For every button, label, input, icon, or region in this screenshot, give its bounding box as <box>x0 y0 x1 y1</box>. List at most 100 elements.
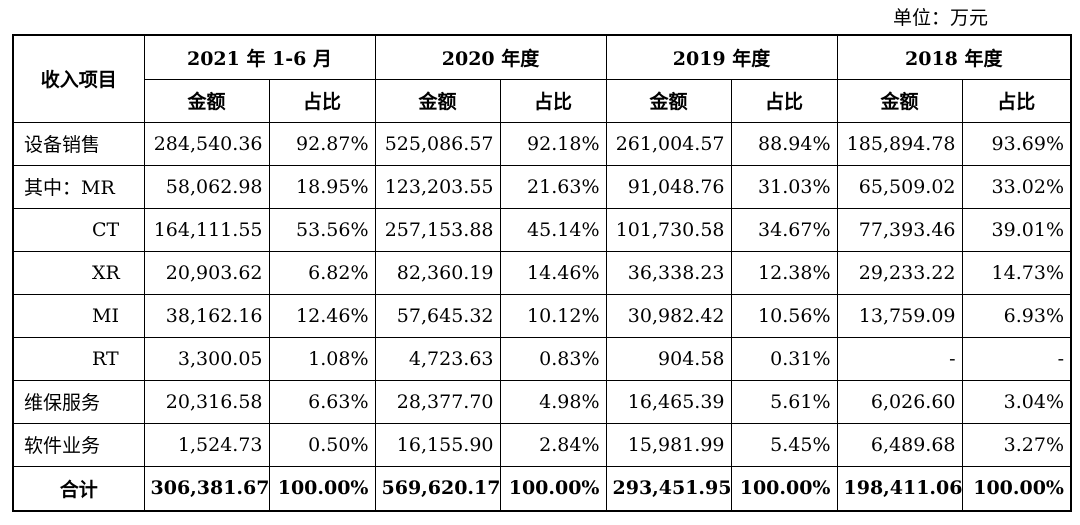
header-period-2019: 2019 年度 <box>605 34 838 80</box>
cell-value: 33.02% <box>961 164 1072 209</box>
cell-value: 45.14% <box>499 207 607 252</box>
header-revenue-item: 收入项目 <box>12 34 145 123</box>
row-label: RT <box>12 336 145 381</box>
cell-value: - <box>836 336 963 381</box>
cell-value: 3,300.05 <box>143 336 270 381</box>
total-row: 合计 306,381.67 100.00% 569,620.17 100.00%… <box>12 465 1072 512</box>
header-ratio: 占比 <box>499 78 607 123</box>
cell-value: 5.45% <box>730 422 838 467</box>
table-row: XR 20,903.62 6.82% 82,360.19 14.46% 36,3… <box>12 250 1072 295</box>
row-label: 设备销售 <box>12 121 145 166</box>
header-ratio: 占比 <box>961 78 1072 123</box>
total-value: 100.00% <box>730 465 838 512</box>
cell-value: 93.69% <box>961 121 1072 166</box>
cell-value: 92.87% <box>268 121 376 166</box>
cell-value: 14.46% <box>499 250 607 295</box>
row-label: MI <box>12 293 145 338</box>
revenue-table: 收入项目 2021 年 1-6 月 2020 年度 2019 年度 2018 年… <box>12 34 1072 512</box>
total-label: 合计 <box>12 465 145 512</box>
total-value: 569,620.17 <box>374 465 501 512</box>
cell-value: 21.63% <box>499 164 607 209</box>
total-value: 293,451.95 <box>605 465 732 512</box>
cell-value: 6.82% <box>268 250 376 295</box>
cell-value: 15,981.99 <box>605 422 732 467</box>
table-row: 设备销售 284,540.36 92.87% 525,086.57 92.18%… <box>12 121 1072 166</box>
cell-value: 31.03% <box>730 164 838 209</box>
cell-value: 284,540.36 <box>143 121 270 166</box>
cell-value: 4,723.63 <box>374 336 501 381</box>
row-label: 其中：MR <box>12 164 145 209</box>
row-label: 维保服务 <box>12 379 145 424</box>
cell-value: 88.94% <box>730 121 838 166</box>
cell-value: 29,233.22 <box>836 250 963 295</box>
header-period-2021h1: 2021 年 1-6 月 <box>143 34 376 80</box>
header-period-2020: 2020 年度 <box>374 34 607 80</box>
cell-value: 0.83% <box>499 336 607 381</box>
header-ratio: 占比 <box>730 78 838 123</box>
total-value: 100.00% <box>268 465 376 512</box>
header-amount: 金额 <box>143 78 270 123</box>
header-row-periods: 收入项目 2021 年 1-6 月 2020 年度 2019 年度 2018 年… <box>12 34 1072 123</box>
header-amount: 金额 <box>605 78 732 123</box>
cell-value: 101,730.58 <box>605 207 732 252</box>
cell-value: 6.93% <box>961 293 1072 338</box>
cell-value: 10.12% <box>499 293 607 338</box>
cell-value: 12.38% <box>730 250 838 295</box>
cell-value: 123,203.55 <box>374 164 501 209</box>
cell-value: 53.56% <box>268 207 376 252</box>
cell-value: 65,509.02 <box>836 164 963 209</box>
cell-value: 185,894.78 <box>836 121 963 166</box>
header-period-2018: 2018 年度 <box>836 34 1072 80</box>
table-row: MI 38,162.16 12.46% 57,645.32 10.12% 30,… <box>12 293 1072 338</box>
header-amount: 金额 <box>374 78 501 123</box>
header-amount: 金额 <box>836 78 963 123</box>
cell-value: 4.98% <box>499 379 607 424</box>
cell-value: 34.67% <box>730 207 838 252</box>
cell-value: 3.04% <box>961 379 1072 424</box>
cell-value: 5.61% <box>730 379 838 424</box>
header-row-metrics: 金额 占比 金额 占比 金额 占比 金额 占比 <box>13 78 1072 123</box>
cell-value: 1,524.73 <box>143 422 270 467</box>
table-row: RT 3,300.05 1.08% 4,723.63 0.83% 904.58 … <box>12 336 1072 381</box>
cell-value: 58,062.98 <box>143 164 270 209</box>
cell-value: 36,338.23 <box>605 250 732 295</box>
cell-value: 6.63% <box>268 379 376 424</box>
cell-value: 164,111.55 <box>143 207 270 252</box>
table-row: CT 164,111.55 53.56% 257,153.88 45.14% 1… <box>12 207 1072 252</box>
table-row: 维保服务 20,316.58 6.63% 28,377.70 4.98% 16,… <box>12 379 1072 424</box>
cell-value: 91,048.76 <box>605 164 732 209</box>
total-value: 306,381.67 <box>143 465 270 512</box>
row-label: 软件业务 <box>12 422 145 467</box>
table-row: 其中：MR 58,062.98 18.95% 123,203.55 21.63%… <box>12 164 1072 209</box>
cell-value: 20,316.58 <box>143 379 270 424</box>
row-label: CT <box>12 207 145 252</box>
table-row: 软件业务 1,524.73 0.50% 16,155.90 2.84% 15,9… <box>12 422 1072 467</box>
cell-value: 0.50% <box>268 422 376 467</box>
cell-value: 57,645.32 <box>374 293 501 338</box>
cell-value: 30,982.42 <box>605 293 732 338</box>
cell-value: - <box>961 336 1072 381</box>
header-ratio: 占比 <box>268 78 376 123</box>
cell-value: 82,360.19 <box>374 250 501 295</box>
cell-value: 13,759.09 <box>836 293 963 338</box>
cell-value: 77,393.46 <box>836 207 963 252</box>
cell-value: 28,377.70 <box>374 379 501 424</box>
cell-value: 261,004.57 <box>605 121 732 166</box>
total-value: 198,411.06 <box>836 465 963 512</box>
cell-value: 525,086.57 <box>374 121 501 166</box>
cell-value: 39.01% <box>961 207 1072 252</box>
cell-value: 904.58 <box>605 336 732 381</box>
total-value: 100.00% <box>961 465 1072 512</box>
cell-value: 16,465.39 <box>605 379 732 424</box>
cell-value: 10.56% <box>730 293 838 338</box>
cell-value: 92.18% <box>499 121 607 166</box>
cell-value: 1.08% <box>268 336 376 381</box>
cell-value: 6,026.60 <box>836 379 963 424</box>
cell-value: 18.95% <box>268 164 376 209</box>
cell-value: 6,489.68 <box>836 422 963 467</box>
cell-value: 16,155.90 <box>374 422 501 467</box>
cell-value: 2.84% <box>499 422 607 467</box>
unit-note: 单位：万元 <box>892 7 988 29</box>
cell-value: 14.73% <box>961 250 1072 295</box>
cell-value: 38,162.16 <box>143 293 270 338</box>
